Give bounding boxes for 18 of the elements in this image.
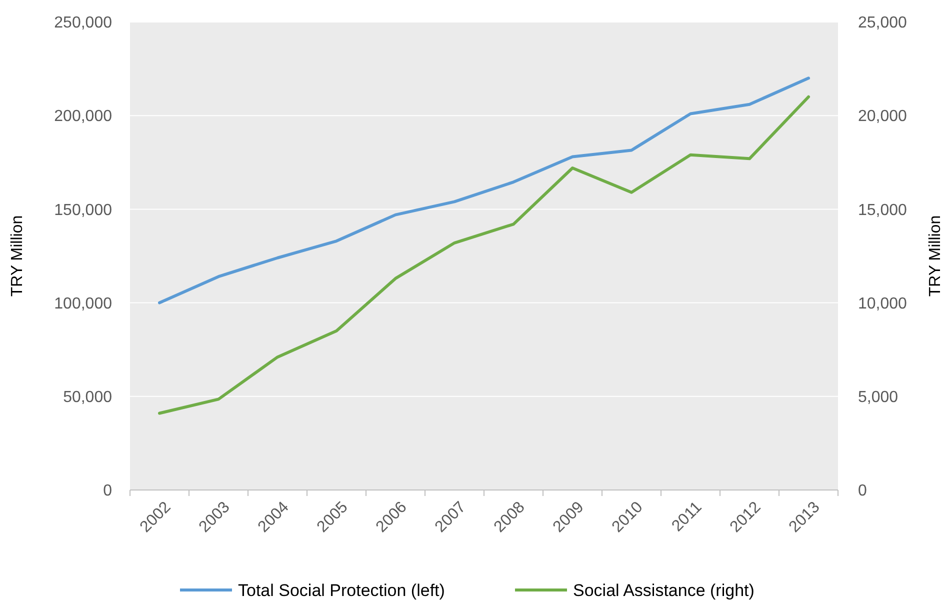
line-series xyxy=(158,95,810,415)
y-tick-label: 100,000 xyxy=(54,295,112,312)
y2-tick-label: 15,000 xyxy=(858,202,908,219)
y2-tick-label: 5,000 xyxy=(858,389,898,406)
legend-label: Social Assistance (right) xyxy=(573,580,754,600)
y2-tick-label: 20,000 xyxy=(858,108,908,126)
y2-tick-label: 0 xyxy=(858,482,867,500)
y2-axis-title: TRY Million xyxy=(927,215,944,297)
y-tick-label: 0 xyxy=(103,482,112,500)
y-tick-label: 150,000 xyxy=(54,202,112,219)
y2-tick-label: 25,000 xyxy=(858,14,908,32)
y-tick-label: 200,000 xyxy=(54,108,112,126)
line-series xyxy=(158,76,810,304)
y-axis-title: TRY Million xyxy=(9,215,26,297)
y2-tick-label: 10,000 xyxy=(858,295,908,312)
y-tick-label: 250,000 xyxy=(54,14,112,32)
y-tick-label: 50,000 xyxy=(63,389,112,406)
legend-label: Total Social Protection (left) xyxy=(238,580,445,600)
